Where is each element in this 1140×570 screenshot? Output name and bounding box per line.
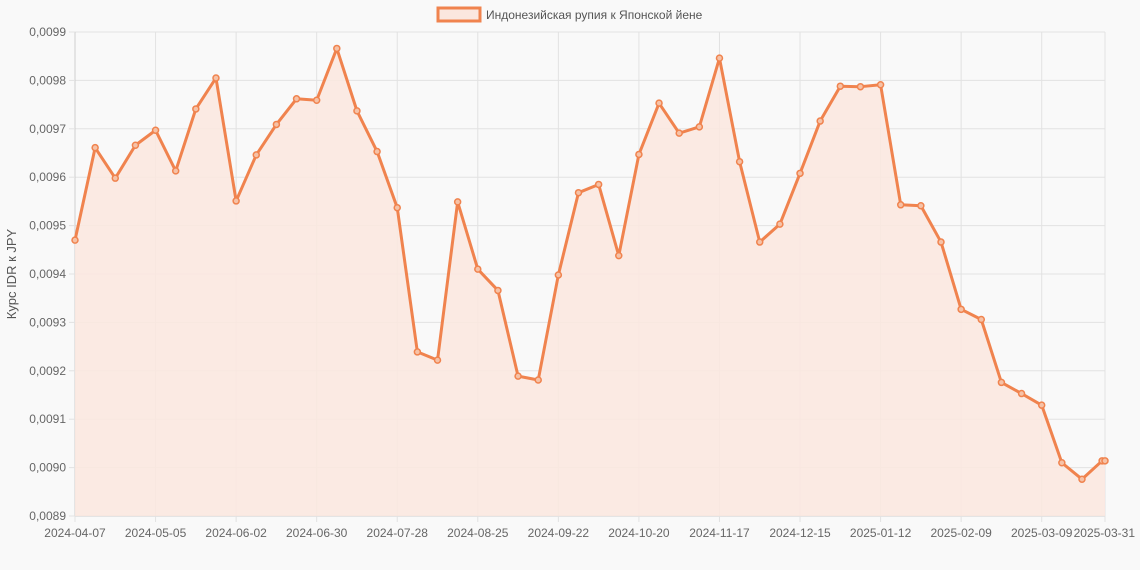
data-point[interactable] — [675, 129, 683, 137]
data-point[interactable] — [896, 201, 905, 209]
y-tick-label: 0,0096 — [29, 170, 66, 184]
data-point[interactable] — [373, 147, 381, 156]
data-point[interactable] — [836, 82, 845, 90]
x-tick-label: 2024-06-02 — [205, 526, 267, 540]
data-point[interactable] — [474, 265, 482, 273]
series-area-fill — [75, 48, 1105, 517]
data-point[interactable] — [71, 236, 79, 244]
x-tick-label: 2024-08-25 — [447, 526, 509, 540]
y-axis-title: Курс IDR к JPY — [4, 228, 19, 319]
area-layer — [73, 46, 1105, 517]
data-point[interactable] — [192, 105, 200, 113]
legend[interactable]: Индонезийская рупия к Японской йене — [436, 6, 703, 23]
data-point[interactable] — [755, 238, 764, 246]
data-point[interactable] — [957, 305, 965, 314]
data-point[interactable] — [776, 220, 784, 228]
data-point[interactable] — [111, 174, 120, 182]
data-point[interactable] — [876, 81, 885, 89]
x-tick-label: 2024-09-22 — [528, 526, 590, 540]
y-axis-ticks: 0,0089 0,0090 0,0091 0,0092 0,0093 0,0094 0,00… — [29, 25, 75, 523]
y-tick-label: 0,0089 — [29, 509, 66, 523]
data-point[interactable] — [1101, 457, 1109, 465]
data-point[interactable] — [453, 198, 462, 206]
x-tick-label: 2024-11-17 — [689, 526, 750, 540]
points-layer — [71, 44, 1109, 483]
y-tick-label: 0,0099 — [29, 25, 66, 39]
data-point[interactable] — [514, 372, 522, 380]
legend-swatch — [436, 6, 482, 23]
x-tick-label: 2024-05-05 — [125, 526, 187, 540]
data-point[interactable] — [91, 143, 99, 152]
data-point[interactable] — [615, 251, 623, 260]
y-tick-label: 0,0098 — [29, 73, 66, 87]
data-point[interactable] — [212, 74, 220, 82]
x-tick-label: 2025-02-09 — [930, 526, 992, 540]
data-point[interactable] — [856, 82, 865, 91]
data-point[interactable] — [534, 376, 542, 384]
data-point[interactable] — [433, 356, 442, 364]
y-tick-label: 0,0092 — [29, 364, 66, 378]
data-point[interactable] — [232, 197, 240, 205]
data-point[interactable] — [292, 95, 301, 103]
legend-label: Индонезийская рупия к Японской йене — [486, 8, 703, 22]
x-tick-label: 2025-03-31 — [1074, 526, 1136, 540]
data-point[interactable] — [131, 141, 140, 150]
x-tick-label: 2024-04-07 — [44, 526, 106, 540]
data-point[interactable] — [594, 180, 603, 189]
data-point[interactable] — [917, 202, 925, 210]
x-tick-label: 2024-12-15 — [769, 526, 831, 540]
data-point[interactable] — [655, 99, 663, 107]
y-tick-label: 0,0090 — [29, 461, 66, 475]
data-point[interactable] — [937, 238, 945, 246]
data-point[interactable] — [494, 286, 502, 295]
data-point[interactable] — [413, 348, 422, 356]
data-point[interactable] — [353, 107, 361, 115]
y-tick-label: 0,0094 — [29, 267, 66, 281]
data-point[interactable] — [171, 167, 180, 175]
data-point[interactable] — [151, 126, 160, 135]
data-point[interactable] — [272, 120, 281, 129]
x-tick-label: 2025-01-12 — [850, 526, 912, 540]
data-point[interactable] — [1037, 401, 1046, 409]
data-point[interactable] — [635, 150, 643, 159]
x-tick-label: 2024-07-28 — [367, 526, 429, 540]
y-tick-label: 0,0093 — [29, 315, 66, 329]
data-point[interactable] — [796, 169, 804, 178]
data-point[interactable] — [1078, 475, 1086, 483]
data-point[interactable] — [715, 54, 724, 62]
data-point[interactable] — [554, 271, 563, 279]
x-axis-ticks: 2024-04-07 2024-05-05 2024-06-02 2024-06-30… — [44, 516, 1135, 540]
data-point[interactable] — [393, 203, 401, 212]
y-tick-label: 0,0095 — [29, 219, 66, 233]
data-point[interactable] — [997, 378, 1006, 387]
y-tick-label: 0,0091 — [29, 412, 66, 426]
data-point[interactable] — [574, 188, 583, 197]
data-point[interactable] — [312, 96, 321, 104]
y-tick-label: 0,0097 — [29, 122, 66, 136]
x-tick-label: 2024-10-20 — [608, 526, 670, 540]
data-point[interactable] — [252, 151, 261, 159]
x-tick-label: 2024-06-30 — [286, 526, 348, 540]
data-point[interactable] — [1017, 389, 1026, 398]
data-point[interactable] — [735, 157, 744, 166]
data-point[interactable] — [333, 44, 341, 53]
data-point[interactable] — [977, 315, 986, 324]
data-point[interactable] — [816, 117, 824, 125]
data-point[interactable] — [1058, 459, 1066, 467]
x-tick-label: 2025-03-09 — [1011, 526, 1073, 540]
data-point[interactable] — [695, 123, 704, 131]
